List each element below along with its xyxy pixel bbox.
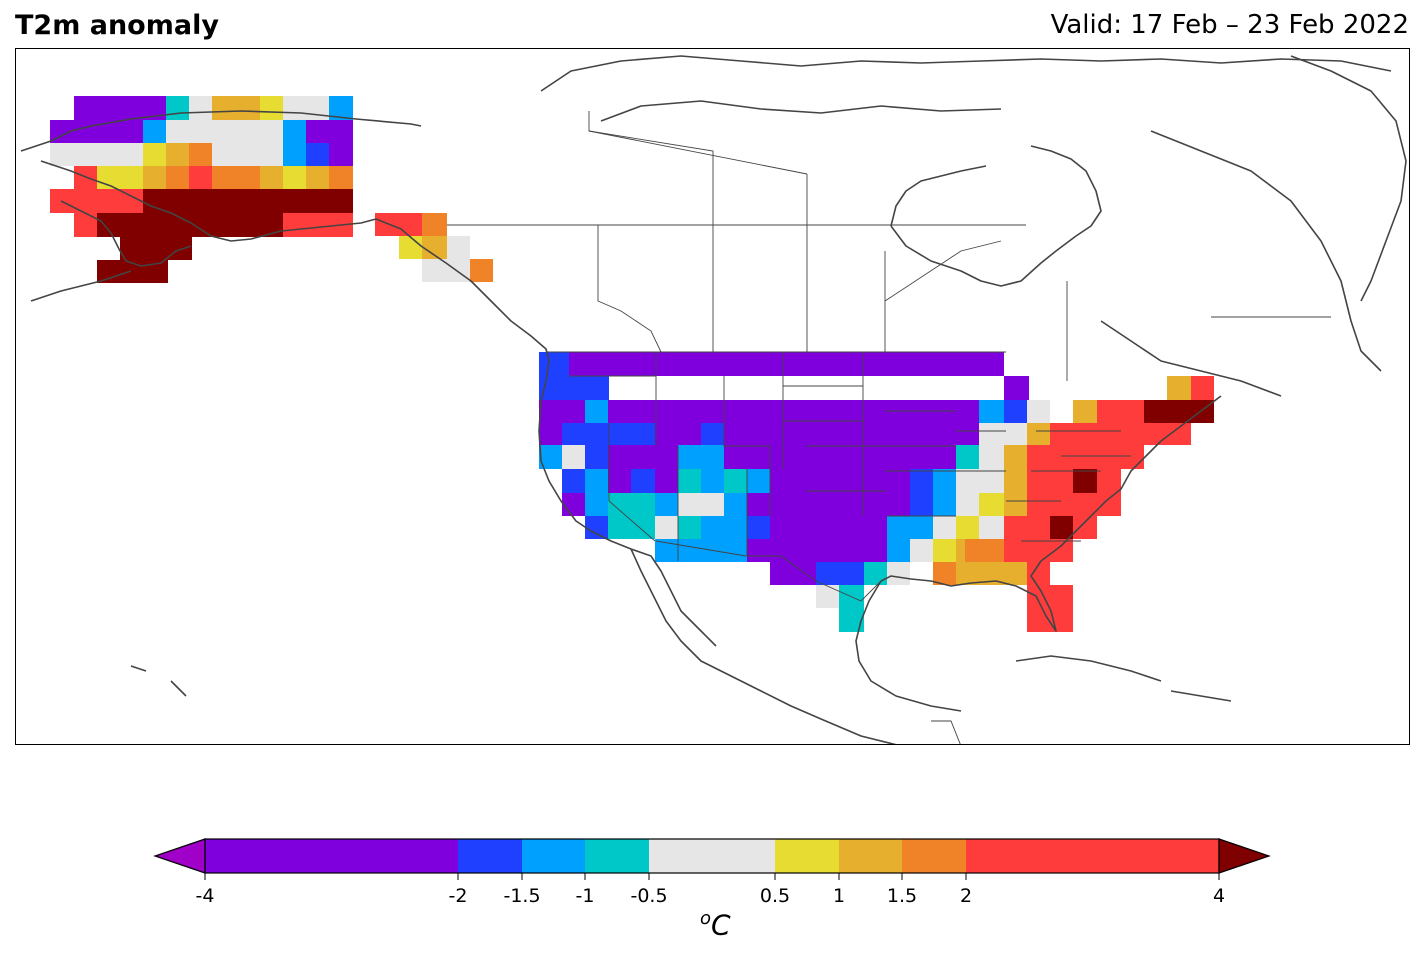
colorbar-tick-label: 0.5 (759, 885, 791, 907)
colorbar-tick-label: -0.5 (630, 885, 668, 907)
colorbar-tick-label: 1.5 (886, 885, 918, 907)
colorbar-bin-4 (649, 839, 775, 873)
map-canvas (20, 55, 1407, 744)
colorbar-over-arrow (1218, 838, 1271, 874)
political-boundaries (447, 111, 1331, 744)
colorbar-bin-1 (458, 839, 522, 873)
colorbar-tick-label: -2 (448, 885, 468, 907)
colorbar-bin-3 (585, 839, 649, 873)
colorbar-bin-0 (205, 839, 458, 873)
colorbar-bin-7 (902, 839, 966, 873)
colorbar-tick-marks (204, 873, 1220, 880)
colorbar-bin-6 (839, 839, 902, 873)
colorbar-bin-5 (775, 839, 839, 873)
coastlines-and-borders (20, 55, 1407, 744)
colorbar-bins (205, 839, 1219, 873)
colorbar-outline (204, 838, 1220, 874)
colorbar-bin-2 (522, 839, 585, 873)
map-title: T2m anomaly (15, 10, 219, 41)
valid-period: Valid: 17 Feb – 23 Feb 2022 (1050, 10, 1409, 40)
colorbar-tick-label: 2 (959, 885, 973, 907)
conus-anomaly-grid (539, 352, 1214, 632)
colorbar-bin-8 (966, 839, 1219, 873)
colorbar-tick-label: -4 (195, 885, 215, 907)
map-panel (15, 48, 1410, 745)
colorbar-tick-label: -1 (575, 885, 595, 907)
colorbar-under-arrow (153, 838, 206, 874)
colorbar-tick-label: 1 (832, 885, 846, 907)
colorbar-unit-label: oC (700, 908, 731, 942)
colorbar-tick-label: -1.5 (503, 885, 541, 907)
colorbar-tick-label: 4 (1212, 885, 1226, 907)
